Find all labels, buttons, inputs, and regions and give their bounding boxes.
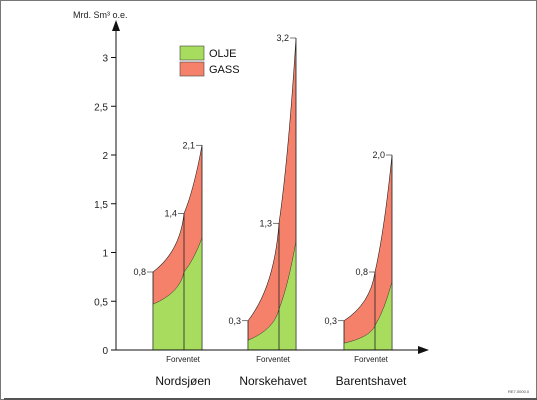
group-name: Nordsjøen — [155, 374, 210, 388]
group-name: Barentshavet — [336, 374, 407, 388]
y-tick-label: 0,5 — [94, 297, 108, 308]
group-labels: Forventet Nordsjøen Forventet Norskehavet Fo… — [155, 355, 407, 388]
y-tick-label: 1,5 — [94, 200, 108, 211]
group-sublabel: Forventet — [354, 355, 389, 364]
low-value-label: 0,3 — [228, 316, 241, 326]
expected-value-label: 0,8 — [355, 267, 368, 277]
y-tick-label: 1 — [102, 249, 108, 260]
x-axis-arrow — [418, 346, 429, 354]
source-code: RE7.0000.0 — [508, 389, 530, 394]
legend: OLJE GASS — [179, 45, 240, 77]
chart-areas — [152, 37, 393, 351]
expected-value-label: 1,3 — [259, 218, 272, 228]
gas-area — [343, 154, 393, 351]
y-ticks: 0 0,5 1 1,5 2 2,5 3 — [94, 54, 116, 357]
legend-label-oil: OLJE — [209, 48, 237, 60]
low-value-label: 0,8 — [133, 267, 146, 277]
group-sublabel: Forventet — [256, 355, 291, 364]
high-value-label: 3,2 — [276, 33, 289, 43]
group-sublabel: Forventet — [166, 355, 201, 364]
oil-area — [248, 240, 296, 350]
expected-value-label: 1,4 — [164, 209, 177, 219]
chart-axes — [112, 20, 429, 354]
y-tick-label: 0 — [102, 346, 108, 357]
high-value-label: 2,1 — [182, 140, 195, 150]
low-value-label: 0,3 — [324, 316, 337, 326]
gas-area — [247, 37, 297, 351]
legend-swatch-gas — [179, 61, 205, 77]
oil-area — [344, 281, 392, 350]
y-tick-label: 3 — [102, 54, 108, 65]
legend-label-gas: GASS — [209, 64, 240, 76]
group-name: Norskehavet — [239, 374, 307, 388]
y-tick-label: 2 — [102, 151, 108, 162]
y-axis-arrow — [112, 20, 120, 31]
oil-area — [153, 237, 202, 350]
value-labels: 0,8 1,4 2,1 0,3 1,3 3,2 0,3 0,8 2,0 — [133, 33, 392, 326]
high-value-label: 2,0 — [372, 150, 385, 160]
y-axis-label: Mrd. Sm³ o.e. — [73, 10, 128, 20]
y-tick-label: 2,5 — [94, 102, 108, 113]
legend-swatch-oil — [179, 45, 205, 61]
